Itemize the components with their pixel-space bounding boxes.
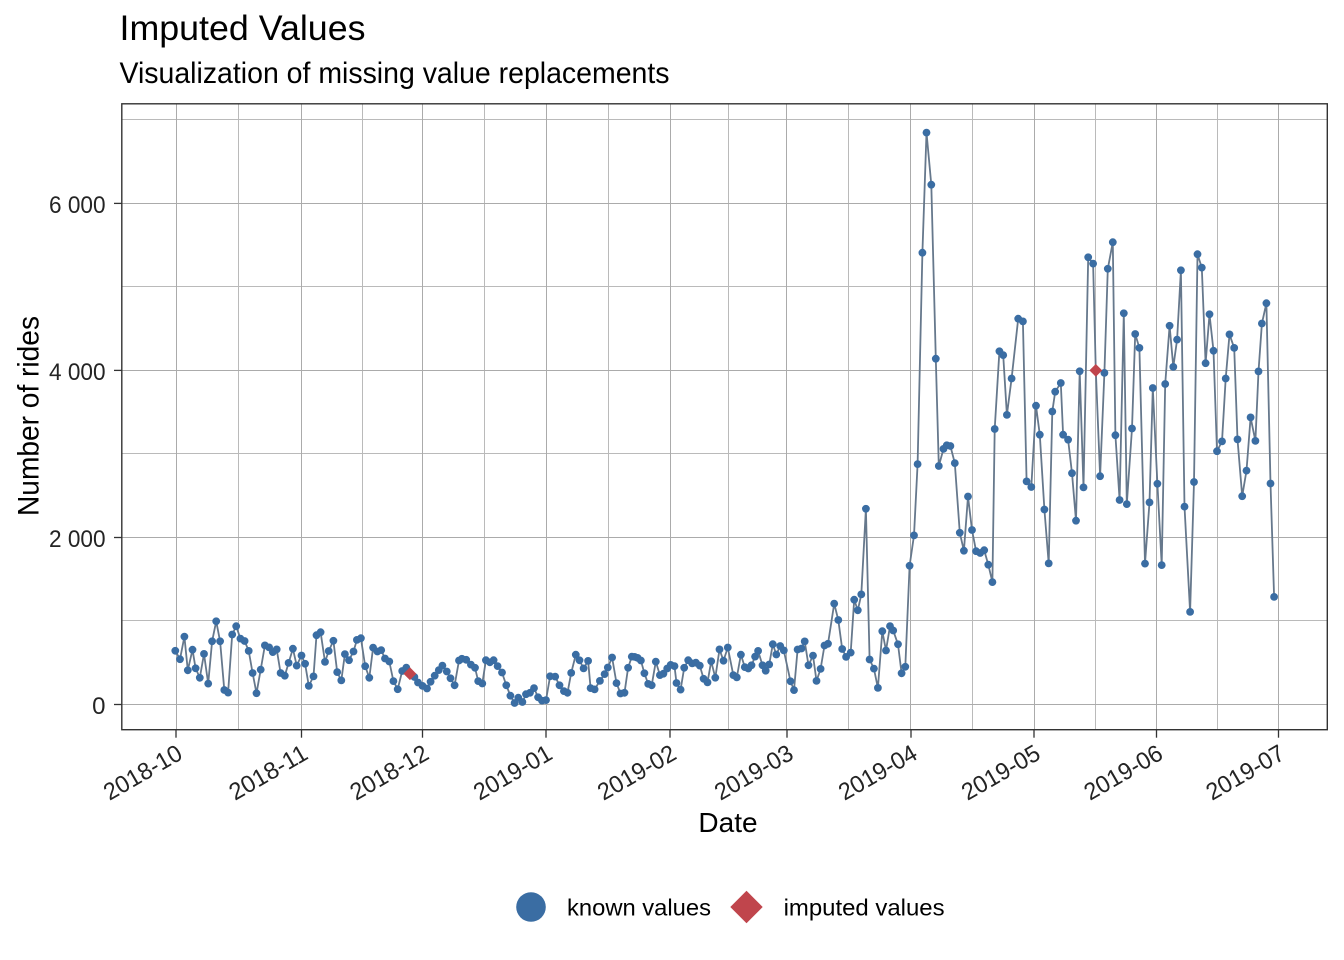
svg-text:0: 0 bbox=[92, 693, 105, 720]
svg-text:known values: known values bbox=[567, 894, 711, 920]
svg-text:Number of rides: Number of rides bbox=[13, 316, 46, 516]
svg-text:Visualization of missing value: Visualization of missing value replaceme… bbox=[120, 57, 670, 90]
svg-text:imputed values: imputed values bbox=[784, 894, 945, 920]
svg-text:Imputed Values: Imputed Values bbox=[120, 8, 366, 48]
svg-text:2 000: 2 000 bbox=[49, 526, 106, 553]
svg-text:6 000: 6 000 bbox=[49, 192, 106, 219]
svg-text:Date: Date bbox=[698, 807, 757, 838]
svg-text:4 000: 4 000 bbox=[49, 359, 106, 386]
